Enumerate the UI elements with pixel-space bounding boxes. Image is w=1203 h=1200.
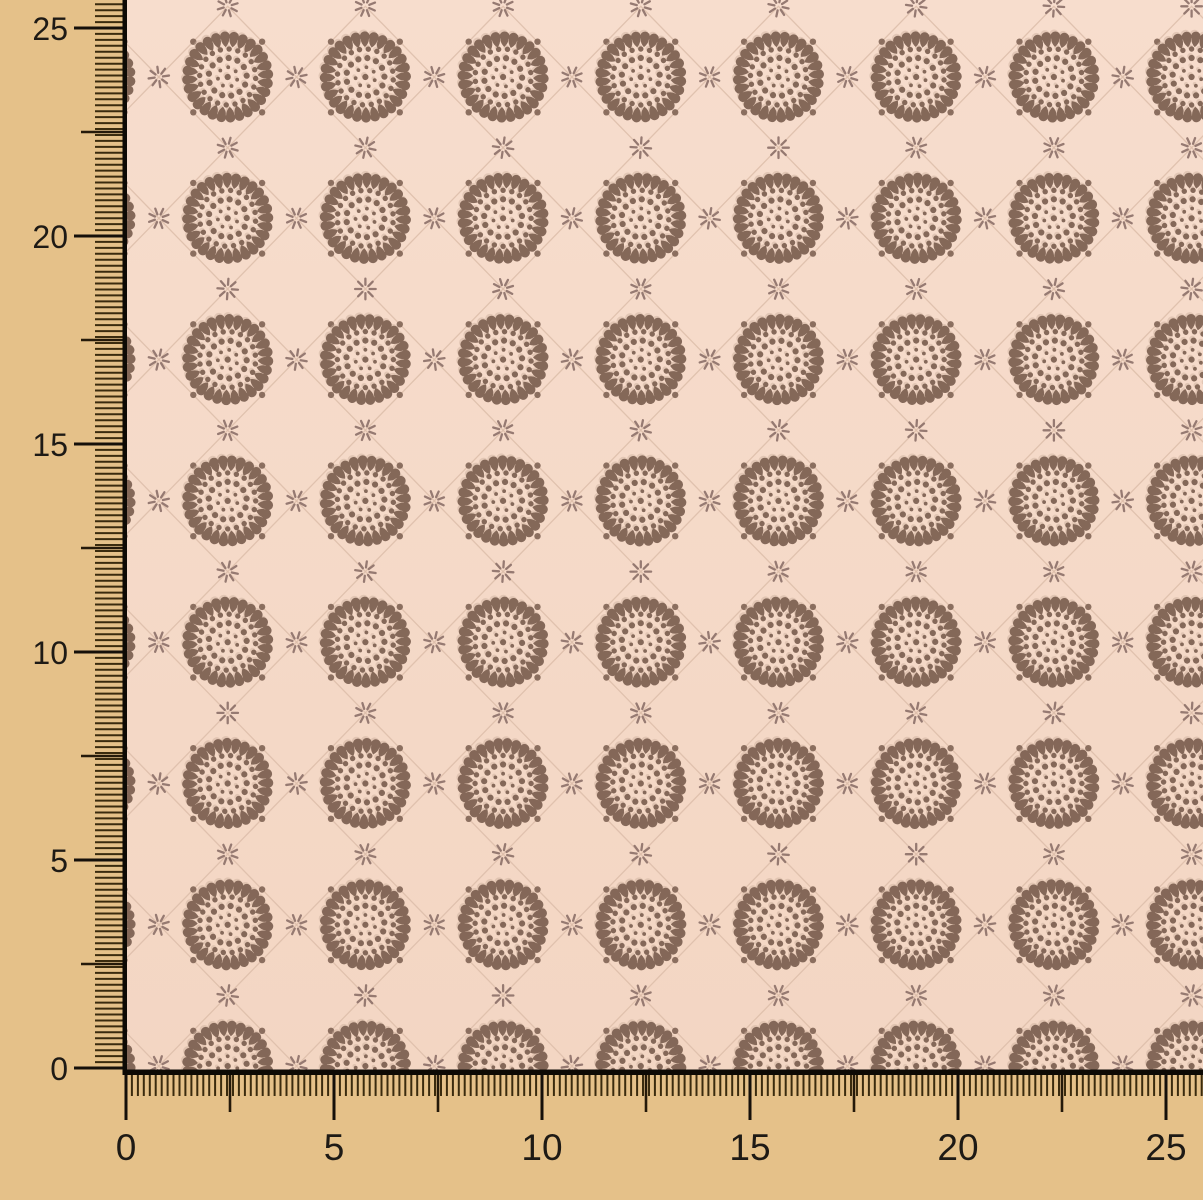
left-ruler: 25 20 15 10 5 0 xyxy=(32,3,123,1087)
ruler-edge-horizontal xyxy=(122,1069,1203,1075)
bottom-ruler: 0 5 10 15 20 25 xyxy=(116,1075,1203,1168)
bottom-ruler-label-15: 15 xyxy=(729,1127,770,1168)
bottom-ruler-label-5: 5 xyxy=(324,1127,345,1168)
left-ruler-label-5: 5 xyxy=(50,843,68,879)
bottom-ruler-label-10: 10 xyxy=(521,1127,562,1168)
left-ruler-label-25: 25 xyxy=(32,11,68,47)
left-ruler-label-10: 10 xyxy=(32,635,68,671)
fabric-pattern xyxy=(125,0,1203,1070)
bottom-ruler-label-20: 20 xyxy=(937,1127,978,1168)
left-ruler-label-15: 15 xyxy=(32,427,68,463)
bottom-ruler-label-25: 25 xyxy=(1145,1127,1186,1168)
fabric-area xyxy=(125,0,1203,1070)
left-ruler-label-20: 20 xyxy=(32,219,68,255)
left-ruler-label-0: 0 xyxy=(50,1051,68,1087)
bottom-ruler-label-0: 0 xyxy=(116,1127,137,1168)
